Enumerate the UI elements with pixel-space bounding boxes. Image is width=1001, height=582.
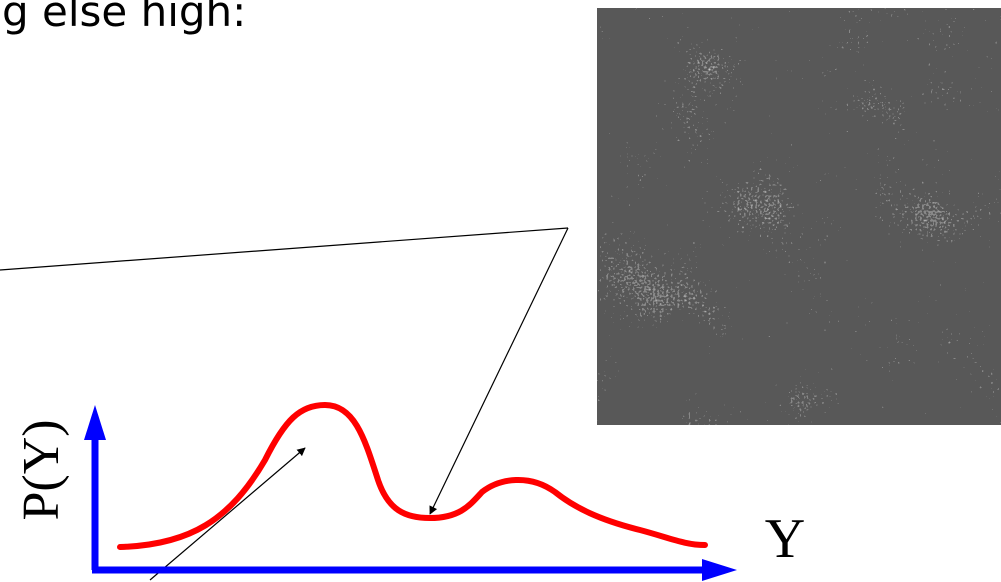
page: g else high: P(Y) Y (() => { const data … [0, 0, 1001, 582]
x-axis-arrow [702, 559, 737, 581]
pointer-arrow [430, 228, 568, 514]
slide: g else high: P(Y) Y [0, 0, 1001, 582]
noisy-image [597, 8, 1001, 425]
x-axis-label: Y [765, 508, 805, 570]
pointer-line [0, 228, 568, 270]
pointer-arrow [150, 448, 305, 580]
y-axis-arrow [84, 405, 106, 440]
density-curve [120, 405, 705, 547]
slide-text: g else high: [2, 0, 246, 36]
y-axis-label: P(Y) [13, 419, 70, 520]
